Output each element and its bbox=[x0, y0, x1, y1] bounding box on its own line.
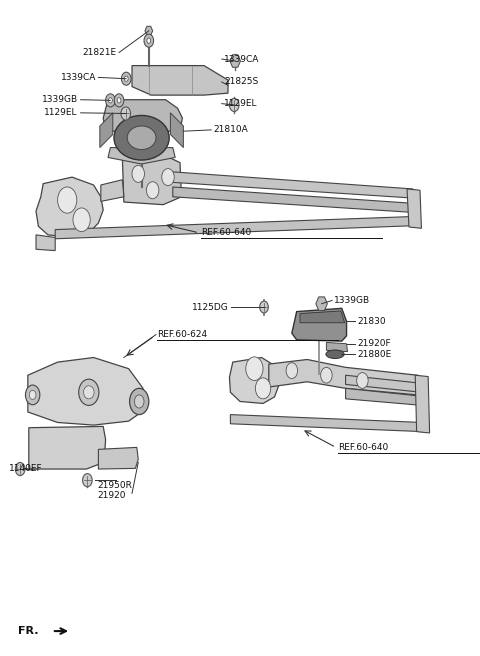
Polygon shape bbox=[346, 388, 422, 405]
Text: 1339CA: 1339CA bbox=[60, 73, 96, 82]
Polygon shape bbox=[173, 187, 415, 213]
Circle shape bbox=[124, 76, 128, 81]
Circle shape bbox=[229, 98, 239, 112]
Polygon shape bbox=[103, 100, 182, 131]
Polygon shape bbox=[170, 113, 183, 148]
Text: 1125DG: 1125DG bbox=[192, 302, 228, 312]
Text: 1339GB: 1339GB bbox=[334, 296, 370, 305]
Polygon shape bbox=[316, 297, 327, 310]
Circle shape bbox=[255, 378, 271, 399]
Circle shape bbox=[357, 373, 368, 388]
Polygon shape bbox=[300, 311, 345, 323]
Circle shape bbox=[121, 72, 131, 85]
Polygon shape bbox=[230, 415, 423, 432]
Text: 1339CA: 1339CA bbox=[224, 54, 260, 64]
Polygon shape bbox=[100, 113, 113, 148]
Polygon shape bbox=[36, 235, 55, 251]
Polygon shape bbox=[326, 342, 348, 352]
Text: 21880E: 21880E bbox=[357, 350, 391, 359]
Polygon shape bbox=[122, 152, 181, 205]
Text: 21920: 21920 bbox=[97, 491, 125, 501]
Text: REF.60-624: REF.60-624 bbox=[157, 330, 207, 339]
Polygon shape bbox=[36, 177, 103, 237]
Ellipse shape bbox=[79, 379, 99, 405]
Polygon shape bbox=[269, 359, 420, 395]
Text: REF.60-640: REF.60-640 bbox=[338, 443, 388, 452]
Ellipse shape bbox=[84, 386, 94, 399]
Ellipse shape bbox=[25, 385, 40, 405]
Text: REF.60-640: REF.60-640 bbox=[201, 228, 251, 237]
Text: 21950R: 21950R bbox=[97, 481, 132, 490]
Text: 21810A: 21810A bbox=[214, 125, 248, 134]
Polygon shape bbox=[108, 148, 175, 164]
Circle shape bbox=[144, 34, 154, 47]
Polygon shape bbox=[145, 26, 153, 35]
Circle shape bbox=[106, 94, 115, 107]
Polygon shape bbox=[55, 216, 415, 239]
Circle shape bbox=[15, 462, 25, 476]
Ellipse shape bbox=[127, 126, 156, 150]
Circle shape bbox=[146, 182, 159, 199]
Ellipse shape bbox=[130, 388, 149, 415]
Polygon shape bbox=[346, 375, 421, 392]
Circle shape bbox=[58, 187, 77, 213]
Circle shape bbox=[321, 367, 332, 383]
Circle shape bbox=[246, 357, 263, 380]
Ellipse shape bbox=[29, 390, 36, 400]
Polygon shape bbox=[98, 447, 138, 469]
Polygon shape bbox=[407, 189, 421, 228]
Circle shape bbox=[147, 38, 151, 43]
Polygon shape bbox=[29, 426, 106, 469]
Polygon shape bbox=[229, 358, 279, 403]
Polygon shape bbox=[132, 66, 228, 95]
Circle shape bbox=[73, 208, 90, 232]
Text: 21830: 21830 bbox=[357, 317, 386, 326]
Polygon shape bbox=[292, 308, 347, 341]
Circle shape bbox=[286, 363, 298, 379]
Circle shape bbox=[121, 107, 131, 120]
Polygon shape bbox=[230, 54, 240, 68]
Ellipse shape bbox=[114, 115, 169, 160]
Circle shape bbox=[83, 474, 92, 487]
Ellipse shape bbox=[326, 350, 344, 358]
Polygon shape bbox=[415, 375, 430, 433]
Text: 21825S: 21825S bbox=[224, 77, 258, 86]
Circle shape bbox=[162, 169, 174, 186]
Text: 21821E: 21821E bbox=[83, 48, 117, 57]
Ellipse shape bbox=[134, 395, 144, 408]
Text: 1339GB: 1339GB bbox=[42, 95, 78, 104]
Text: 1129EL: 1129EL bbox=[224, 99, 258, 108]
Circle shape bbox=[108, 98, 112, 103]
Text: 1129EL: 1129EL bbox=[44, 108, 78, 117]
Text: FR.: FR. bbox=[18, 626, 39, 636]
Circle shape bbox=[117, 98, 121, 103]
Polygon shape bbox=[101, 180, 124, 201]
Circle shape bbox=[260, 301, 268, 313]
Polygon shape bbox=[173, 172, 414, 198]
Text: 1140EF: 1140EF bbox=[9, 464, 42, 473]
Polygon shape bbox=[28, 358, 143, 425]
Circle shape bbox=[132, 165, 144, 182]
Text: 21920F: 21920F bbox=[357, 339, 391, 348]
Circle shape bbox=[114, 94, 124, 107]
